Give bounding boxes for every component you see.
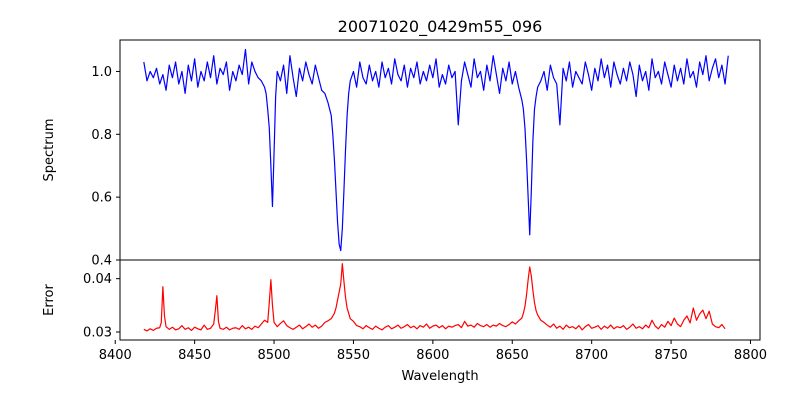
spectrum-y-tick-label: 0.4 — [91, 254, 112, 269]
spectrum-y-label: Spectrum — [42, 119, 57, 182]
error-axes-frame — [119, 259, 761, 341]
x-tick-label: 8700 — [575, 348, 608, 363]
spectrum-y-tick-label: 1.0 — [91, 65, 112, 80]
x-tick-label: 8800 — [734, 348, 767, 363]
error-y-label: Error — [42, 284, 57, 316]
spectrum-line — [143, 48, 729, 252]
chart-title: 20071020_0429m55_096 — [338, 17, 543, 37]
x-tick-label: 8600 — [416, 348, 449, 363]
spectrum-y-tick-label: 0.6 — [91, 191, 112, 206]
error-y-ticks: 0.03 0.04 — [83, 272, 120, 341]
x-axis-label: Wavelength — [401, 369, 478, 384]
error-line — [143, 263, 726, 332]
x-tick-label: 8750 — [655, 348, 688, 363]
x-tick-label: 8550 — [337, 348, 370, 363]
error-y-tick-label: 0.04 — [83, 272, 112, 287]
x-tick-label: 8400 — [99, 348, 132, 363]
x-tick-label: 8650 — [496, 348, 529, 363]
error-y-tick-label: 0.03 — [83, 326, 112, 341]
spectrum-panel: 20071020_0429m55_096 0.4 0.6 0.8 1.0 Spectr… — [42, 17, 761, 269]
spectrum-y-tick-label: 0.8 — [91, 128, 112, 143]
error-panel: 0.03 0.04 8400 8450 8500 8550 8600 8650 8700 875… — [42, 259, 767, 384]
x-ticks: 8400 8450 8500 8550 8600 8650 8700 8750 8800 — [99, 340, 767, 363]
x-tick-label: 8500 — [257, 348, 290, 363]
spectrum-y-ticks: 0.4 0.6 0.8 1.0 — [91, 65, 120, 269]
x-tick-label: 8450 — [178, 348, 211, 363]
